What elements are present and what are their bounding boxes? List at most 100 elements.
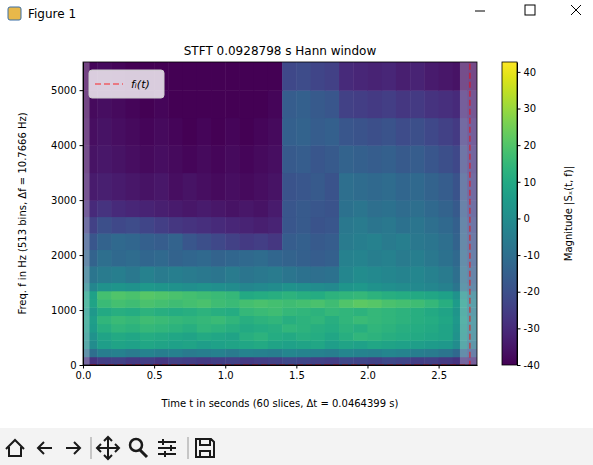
heatmap-cell <box>424 266 439 283</box>
heatmap-cell <box>239 233 254 250</box>
heatmap-cell <box>282 233 297 250</box>
heatmap-cell <box>126 357 141 365</box>
heatmap-cell <box>353 217 368 234</box>
heatmap-cell <box>140 266 155 283</box>
heatmap-cell <box>140 118 155 146</box>
heatmap-cell <box>396 291 411 300</box>
heatmap <box>83 62 477 365</box>
tick-label: 10 <box>524 177 537 188</box>
heatmap-cell <box>282 200 297 217</box>
heatmap-cell <box>168 324 183 333</box>
heatmap-cell <box>239 349 254 358</box>
heatmap-cell <box>339 118 354 146</box>
heatmap-cell <box>225 324 240 333</box>
heatmap-cell <box>168 233 183 250</box>
heatmap-cell <box>424 332 439 341</box>
heatmap-cell <box>168 357 183 365</box>
tick-mark <box>517 182 521 183</box>
heatmap-cell <box>339 299 354 308</box>
heatmap-cell <box>367 217 382 234</box>
heatmap-cell <box>168 145 183 173</box>
heatmap-cell <box>183 62 198 91</box>
heatmap-cell <box>367 307 382 316</box>
heatmap-cell <box>424 291 439 300</box>
heatmap-cell <box>396 200 411 217</box>
heatmap-cell <box>211 145 226 173</box>
heatmap-cell <box>126 233 141 250</box>
heatmap-cell <box>296 233 311 250</box>
heatmap-cell <box>211 332 226 341</box>
colorbar-title: Magnitude |Sₓ(t, f)| <box>563 166 575 261</box>
heatmap-cell <box>111 283 126 292</box>
heatmap-cell <box>296 324 311 333</box>
heatmap-cell <box>439 291 454 300</box>
heatmap-cell <box>382 291 397 300</box>
maximize-btn[interactable] <box>525 5 535 15</box>
tick-label: -30 <box>524 323 540 334</box>
plot-area <box>83 62 477 365</box>
heatmap-cell <box>254 299 269 308</box>
heatmap-cell <box>254 349 269 358</box>
heatmap-cell <box>339 233 354 250</box>
close-btn[interactable] <box>571 5 581 15</box>
heatmap-cell <box>183 250 198 267</box>
heatmap-cell <box>140 332 155 341</box>
heatmap-cell <box>325 90 340 118</box>
heatmap-cell <box>97 200 112 217</box>
heatmap-cell <box>168 283 183 292</box>
heatmap-cell <box>183 357 198 365</box>
heatmap-cell <box>410 233 425 250</box>
tick: 2.0 <box>360 365 376 381</box>
heatmap-cell <box>254 357 269 365</box>
heatmap-cell <box>111 118 126 146</box>
heatmap-cell <box>225 200 240 217</box>
save-btn[interactable] <box>196 439 214 457</box>
heatmap-cell <box>282 307 297 316</box>
heatmap-cell <box>197 349 212 358</box>
heatmap-cell <box>126 324 141 333</box>
title-bar-bg <box>0 0 593 28</box>
tick: 10 <box>517 177 536 188</box>
heatmap-cell <box>296 118 311 146</box>
forward-btn[interactable] <box>66 442 80 454</box>
tick-mark <box>80 310 84 311</box>
heatmap-cell <box>396 145 411 173</box>
heatmap-cell <box>140 299 155 308</box>
heatmap-cell <box>353 250 368 267</box>
heatmap-cell <box>211 357 226 365</box>
zoom-btn[interactable] <box>130 439 142 451</box>
heatmap-cell <box>339 307 354 316</box>
tick-label: -20 <box>524 286 540 297</box>
configure-btn[interactable] <box>158 439 176 457</box>
heatmap-cell <box>325 200 340 217</box>
heatmap-cell <box>239 118 254 146</box>
heatmap-cell <box>296 283 311 292</box>
heatmap-cell <box>410 357 425 365</box>
heatmap-cell <box>339 62 354 91</box>
back-btn[interactable] <box>38 442 52 454</box>
heatmap-cell <box>268 118 283 146</box>
heatmap-cell <box>239 283 254 292</box>
heatmap-cell <box>424 90 439 118</box>
tick-mark <box>517 328 521 329</box>
heatmap-cell <box>439 349 454 358</box>
pan-btn[interactable] <box>97 437 119 459</box>
heatmap-cell <box>211 250 226 267</box>
tick-mark <box>83 365 84 369</box>
minimize-btn[interactable] <box>475 11 485 12</box>
heatmap-cell <box>225 340 240 349</box>
heatmap-cell <box>268 291 283 300</box>
heatmap-cell <box>168 217 183 234</box>
heatmap-cell <box>311 316 326 325</box>
heatmap-cell <box>410 118 425 146</box>
heatmap-cell <box>211 324 226 333</box>
heatmap-cell <box>367 291 382 300</box>
tick: 0.0 <box>76 365 92 381</box>
heatmap-cell <box>254 173 269 201</box>
heatmap-cell <box>239 62 254 91</box>
tick-label: 0 <box>70 360 76 371</box>
heatmap-cell <box>197 291 212 300</box>
heatmap-cell <box>424 340 439 349</box>
home-btn[interactable] <box>6 440 24 456</box>
zoom-handle[interactable] <box>140 450 147 457</box>
